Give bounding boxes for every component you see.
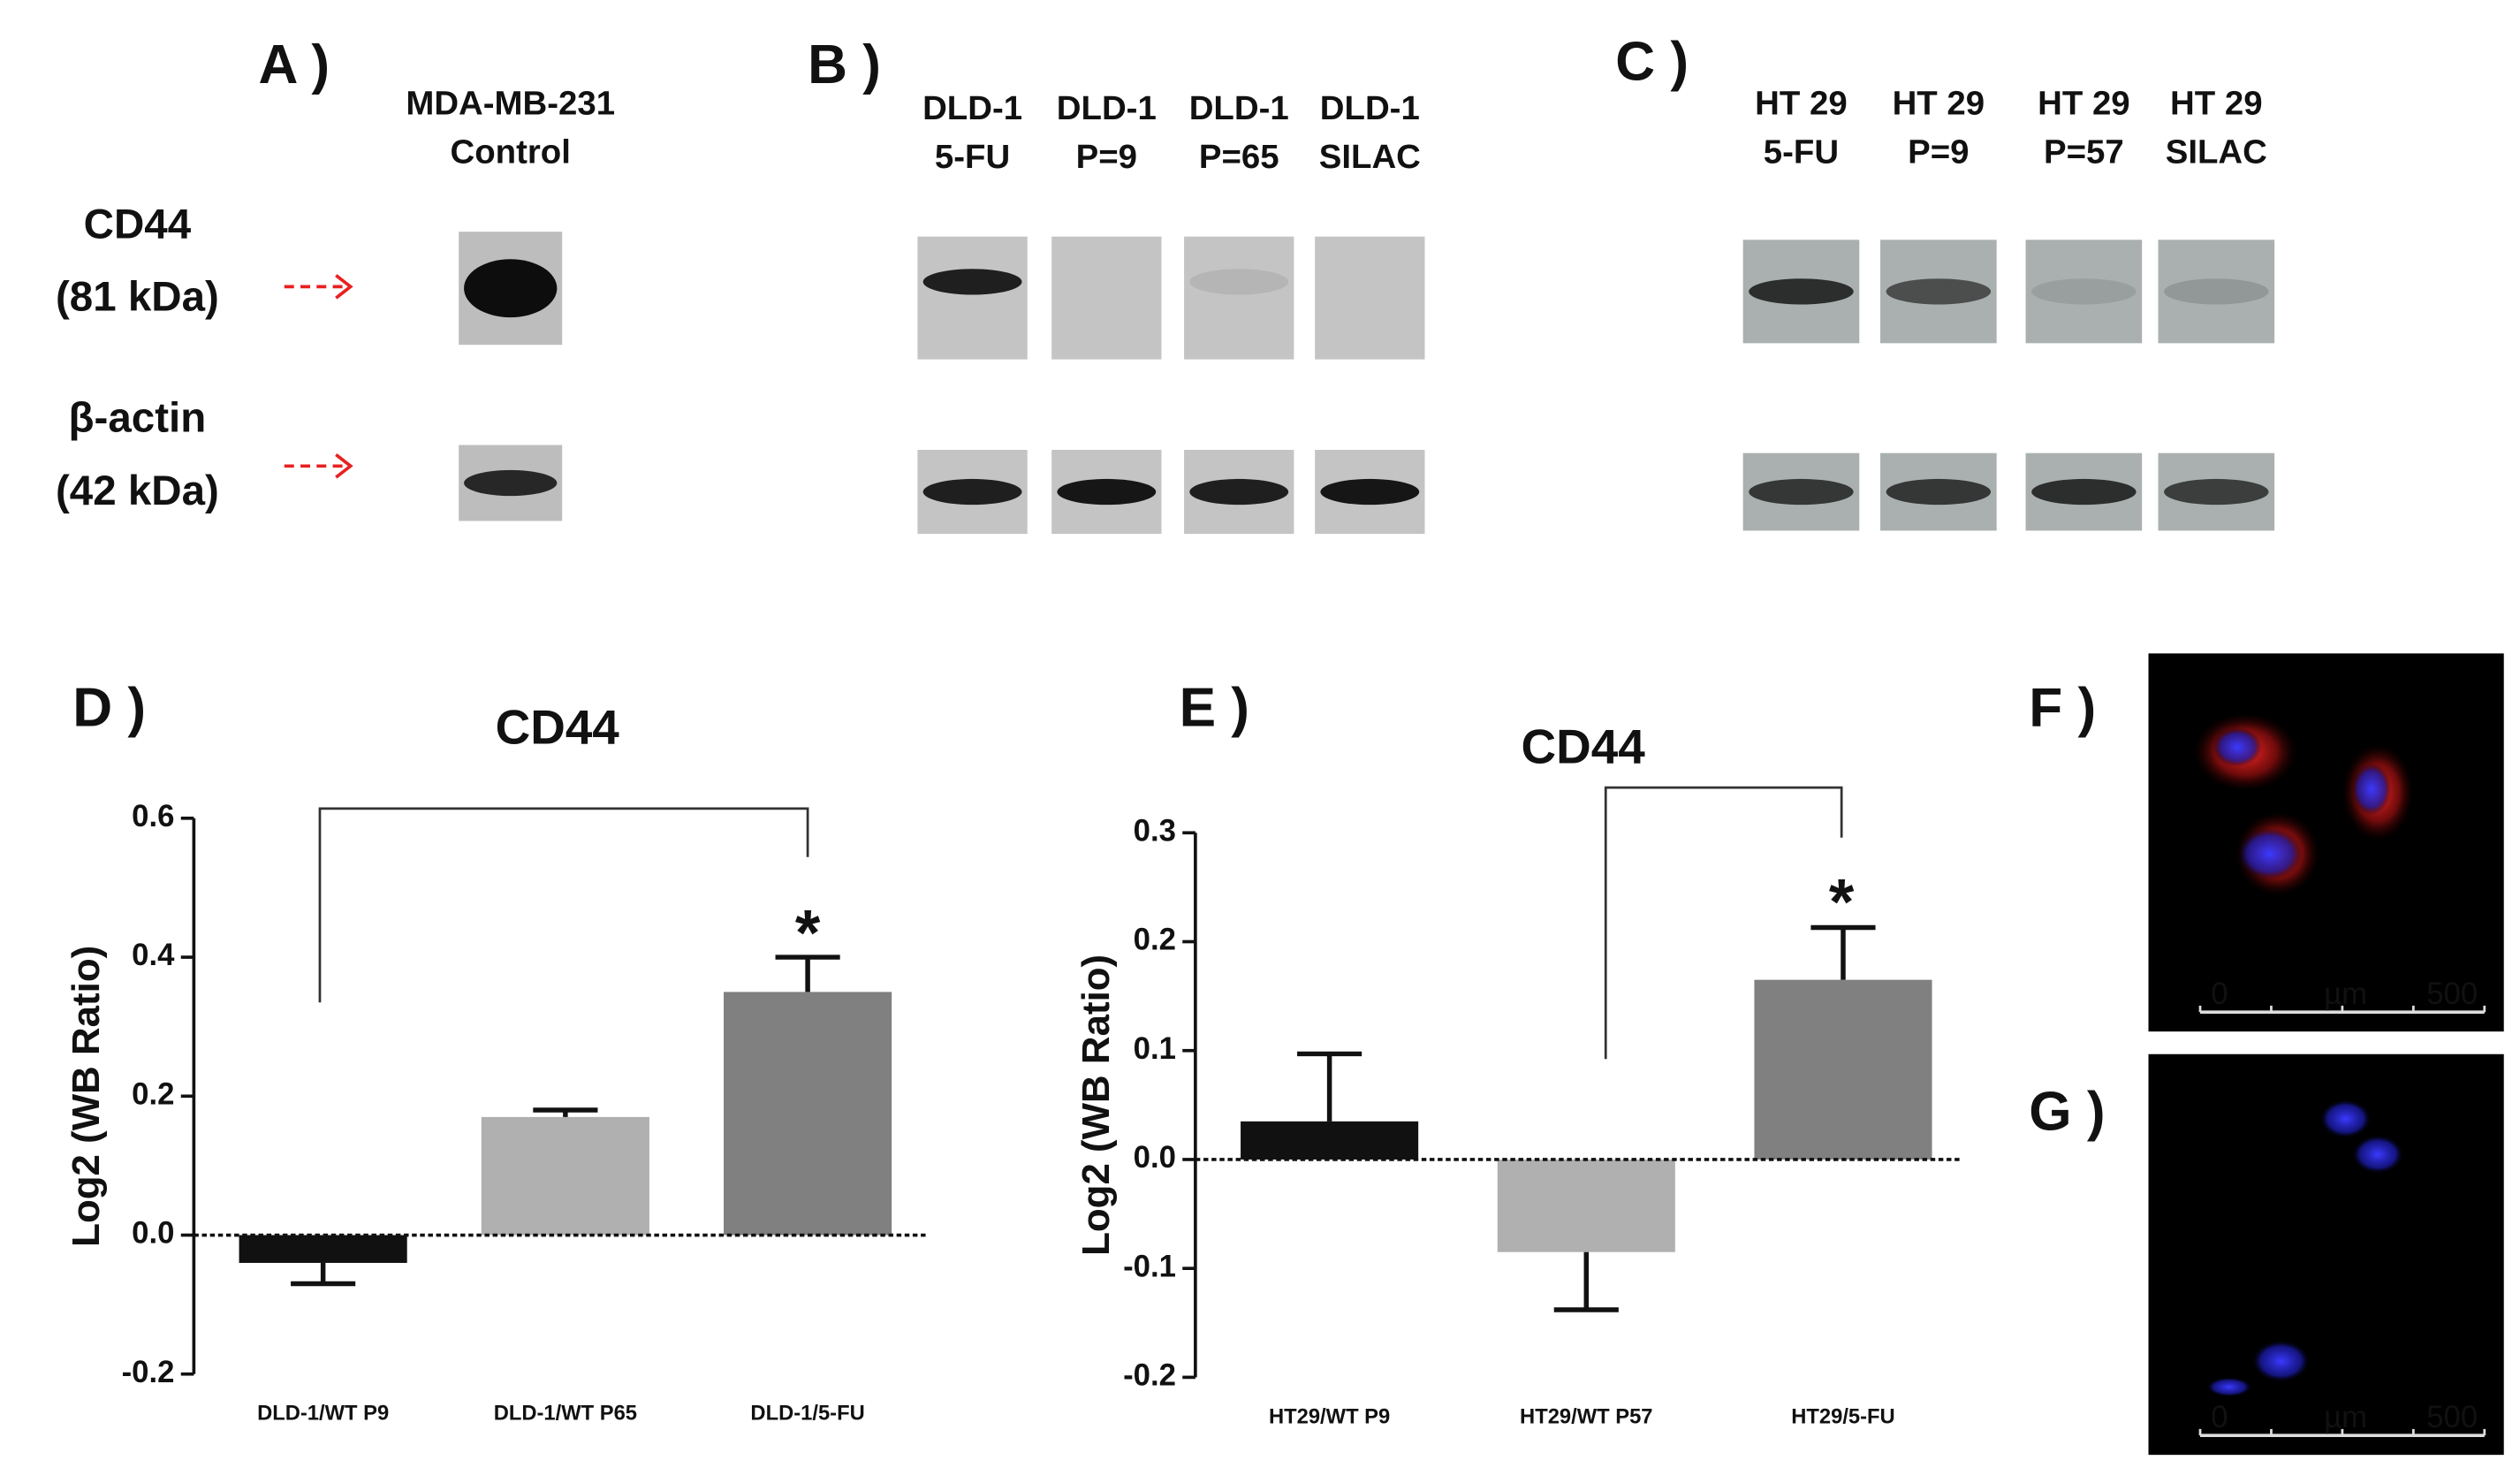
x-tick-label: DLD-1/WT P9	[257, 1402, 389, 1426]
panel-label: E )	[1180, 678, 1249, 739]
y-tick-label: 0.4	[132, 939, 175, 972]
x-tick-label: DLD-1/WT P65	[494, 1402, 637, 1426]
blot-band	[1749, 278, 1854, 305]
panel-label: G )	[2029, 1082, 2105, 1143]
blot-strip	[917, 236, 1028, 360]
y-tick-label: 0.0	[1134, 1141, 1176, 1175]
x-tick-label: HT29/WT P57	[1520, 1404, 1652, 1428]
blot-band	[2031, 278, 2137, 305]
scale-label: µm	[2324, 977, 2367, 1011]
blot-band	[464, 469, 558, 497]
y-tick-label: 0.2	[132, 1077, 174, 1111]
y-tick-label: -0.1	[1123, 1250, 1176, 1283]
lane-label: P=65	[1199, 138, 1279, 176]
blot-strip	[1184, 236, 1294, 360]
y-tick-label: 0.1	[1134, 1032, 1176, 1066]
cell	[2206, 1377, 2252, 1397]
panel-label: A )	[259, 34, 330, 95]
cell	[2251, 1340, 2311, 1382]
scale-label: 500	[2426, 977, 2478, 1011]
row-label: β-actin	[69, 395, 207, 442]
bar	[481, 1116, 649, 1236]
blot-band	[1189, 478, 1289, 506]
y-tick-label: 0.3	[1134, 814, 1176, 848]
blot-band	[1320, 478, 1420, 506]
lane-label: HT 29	[2038, 85, 2130, 123]
lane-label: 5-FU	[1764, 133, 1839, 171]
blot-band	[1886, 478, 1992, 506]
y-tick-label: -0.2	[122, 1356, 175, 1389]
panel-label: C )	[1615, 31, 1689, 92]
bar	[239, 1235, 407, 1263]
lane-label: P=9	[1908, 133, 1969, 171]
blot-band	[2031, 478, 2137, 506]
scale-label: µm	[2324, 1401, 2367, 1434]
blot-band	[2164, 278, 2269, 305]
blot-band	[1057, 478, 1157, 506]
bar	[1497, 1159, 1675, 1252]
scale-label: 0	[2211, 1401, 2228, 1434]
x-tick-label: HT29/5-FU	[1791, 1404, 1894, 1428]
lane-label: DLD-1	[922, 89, 1022, 127]
cell	[2237, 827, 2303, 880]
lane-label: P=57	[2044, 133, 2124, 171]
significance-bracket	[318, 807, 809, 1003]
cell	[2213, 727, 2262, 767]
micrograph	[2148, 653, 2504, 1032]
panel-label: D )	[72, 678, 146, 739]
lane-label: Control	[451, 133, 571, 171]
blot-band	[1886, 278, 1992, 305]
scale-label: 500	[2426, 1401, 2478, 1434]
lane-label: 5-FU	[935, 138, 1010, 176]
lane-label: SILAC	[1319, 138, 1421, 176]
lane-label: HT 29	[1893, 85, 1985, 123]
blot-strip	[1051, 236, 1162, 360]
chart-title: CD44	[1522, 719, 1646, 774]
row-label: CD44	[84, 201, 192, 247]
significance-bracket	[1604, 786, 1843, 1060]
y-tick-label: -0.2	[1123, 1359, 1176, 1393]
lane-label: DLD-1	[1320, 89, 1420, 127]
panel-label: F )	[2029, 678, 2096, 739]
lane-label: MDA-MB-231	[406, 85, 615, 123]
blot-band	[922, 269, 1022, 295]
blot-strip	[1315, 236, 1425, 360]
blot-band	[1749, 478, 1854, 506]
significance-mark: *	[795, 897, 821, 969]
cell	[2319, 1099, 2372, 1138]
x-tick-label: HT29/WT P9	[1269, 1404, 1390, 1428]
chart-title: CD44	[496, 700, 620, 755]
lane-label: P=9	[1076, 138, 1137, 176]
lane-label: DLD-1	[1057, 89, 1157, 127]
row-label: (42 kDa)	[56, 468, 219, 514]
y-axis-label: Log2 (WB Ratio)	[65, 946, 108, 1247]
cell	[2351, 1135, 2404, 1175]
blot-strip	[2158, 240, 2275, 344]
significance-mark: *	[1829, 867, 1855, 939]
blot-band	[464, 259, 558, 318]
blot-band	[1189, 269, 1289, 295]
bar	[1754, 979, 1932, 1160]
bar	[724, 992, 892, 1236]
blot-band	[2164, 478, 2269, 506]
y-tick-label: 0.2	[1134, 924, 1176, 957]
scale-label: 0	[2211, 977, 2228, 1011]
row-label: (81 kDa)	[56, 274, 219, 321]
arrow-head	[335, 453, 353, 479]
arrow-head	[335, 274, 353, 300]
panel-label: B )	[808, 34, 881, 95]
bar	[1241, 1121, 1419, 1160]
lane-label: DLD-1	[1189, 89, 1289, 127]
lane-label: HT 29	[1755, 85, 1848, 123]
y-tick-label: 0.6	[132, 800, 174, 833]
blot-strip	[2025, 240, 2143, 344]
y-axis-label: Log2 (WB Ratio)	[1074, 954, 1118, 1256]
lane-label: SILAC	[2166, 133, 2267, 171]
blot-band	[922, 478, 1022, 506]
x-tick-label: DLD-1/5-FU	[750, 1402, 864, 1426]
lane-label: HT 29	[2170, 85, 2263, 123]
y-tick-label: 0.0	[132, 1217, 174, 1251]
cell	[2351, 763, 2391, 816]
